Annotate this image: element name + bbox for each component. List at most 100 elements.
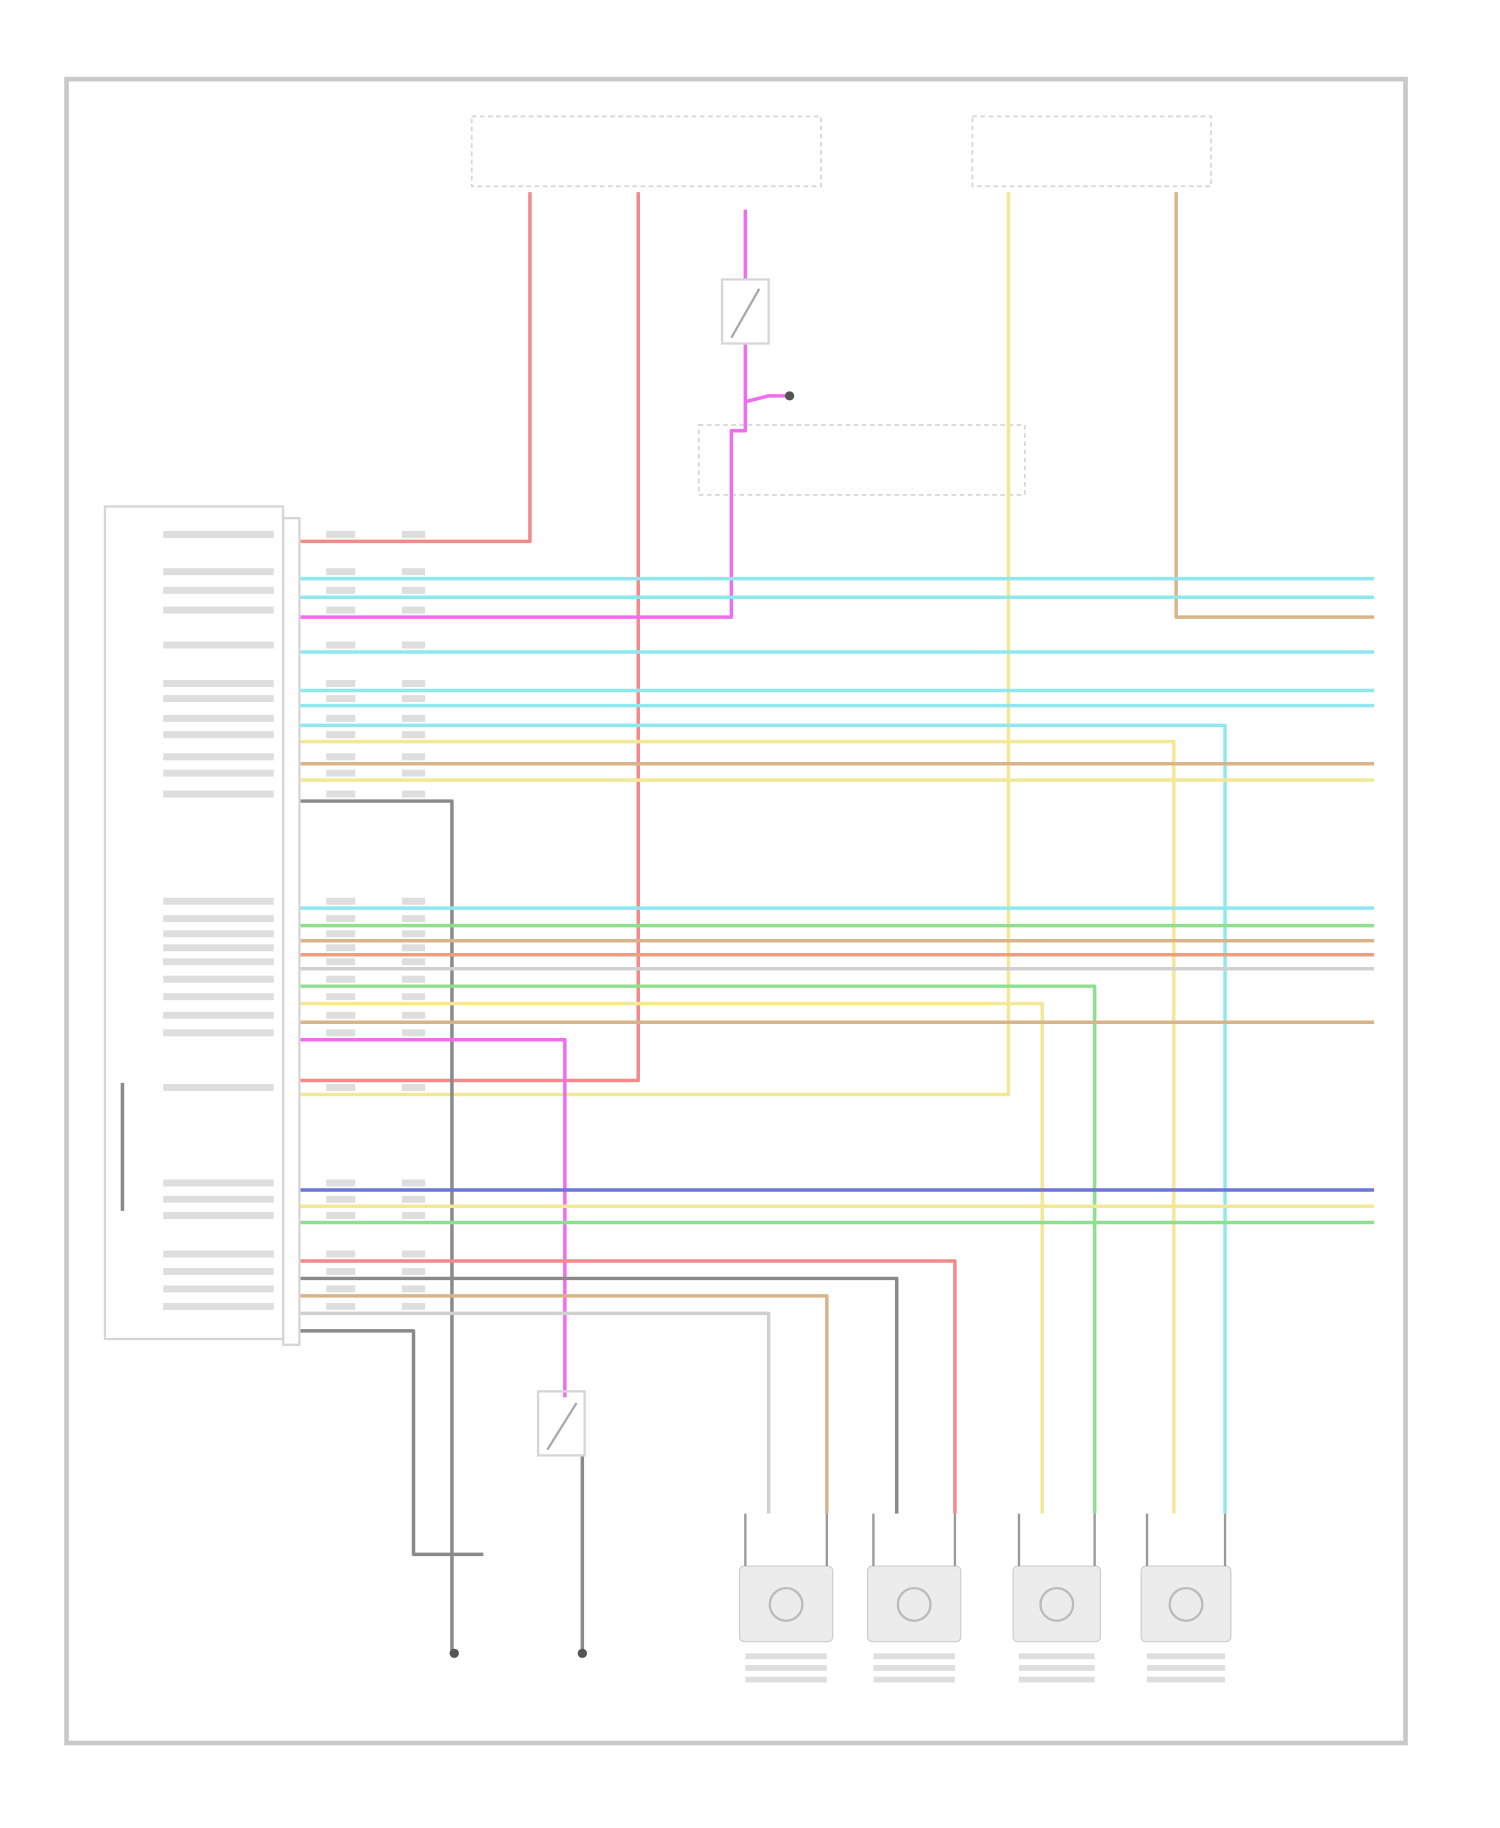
label-placeholder [163,606,274,614]
label-placeholder [326,679,356,687]
wire-green [300,984,1097,1514]
top-connector-right [971,115,1212,188]
wire-red [300,192,640,1083]
wires [120,192,1375,1654]
wheel-speed-sensor-3 [1012,1513,1102,1683]
wheel-speed-sensors [738,1513,1232,1683]
wheel-speed-sensor-1 [738,1513,834,1683]
label-placeholder [326,731,356,739]
wire-pink [744,394,790,404]
label-placeholder [401,714,426,722]
label-placeholder [401,568,426,576]
label-placeholder [401,944,426,952]
label-placeholder [401,753,426,761]
label-placeholder [163,641,274,649]
label-placeholder [401,993,426,1001]
wire-gray [300,1329,484,1557]
label-placeholder [326,1011,356,1019]
label-placeholder [401,731,426,739]
label-placeholder [401,897,426,905]
label-placeholder [326,944,356,952]
wire-tan [1174,192,1375,619]
label-placeholder [163,1267,274,1275]
ground-icon-right [577,1648,587,1659]
label-placeholder [163,731,274,739]
wire-yellow [300,192,1011,1097]
label-placeholder [401,915,426,923]
label-placeholder [401,790,426,798]
label-placeholder [401,1302,426,1310]
label-placeholder [326,1179,356,1187]
wire-red [300,192,532,544]
label-placeholder [326,1250,356,1258]
label-placeholder [401,958,426,966]
label-placeholder [401,606,426,614]
wheel-speed-sensor-4 [1140,1513,1232,1683]
top-connector-left [470,115,822,188]
brake-switch[interactable] [536,1390,586,1457]
stoplamp-switch[interactable] [720,278,770,345]
label-placeholder [163,1011,274,1019]
label-placeholder [401,1179,426,1187]
label-placeholder [401,586,426,594]
label-placeholder [401,975,426,983]
label-placeholder [401,1267,426,1275]
label-placeholder [163,568,274,576]
label-placeholder [163,790,274,798]
label-placeholder [401,695,426,703]
wire-gray [300,799,454,1654]
label-placeholder [401,1029,426,1037]
label-placeholder [163,753,274,761]
label-placeholder [163,897,274,905]
label-placeholder [163,975,274,983]
wire-lightgray [300,1311,771,1514]
label-placeholder [326,1267,356,1275]
label-placeholder [401,530,426,538]
wire-yellow [300,1001,1044,1514]
wire-cyan [300,723,1227,1514]
label-placeholder [401,1250,426,1258]
label-placeholder [326,1083,356,1091]
label-placeholder [401,641,426,649]
label-placeholder [326,975,356,983]
label-placeholder [163,944,274,952]
label-placeholder [326,586,356,594]
label-placeholder [326,958,356,966]
label-placeholder [163,993,274,1001]
label-placeholder [326,1195,356,1203]
label-placeholder [401,930,426,938]
label-placeholder [163,1179,274,1187]
label-placeholder [163,1285,274,1293]
label-placeholder [401,769,426,777]
label-placeholder [326,915,356,923]
label-placeholder [326,641,356,649]
label-placeholder [326,695,356,703]
label-placeholder [401,1011,426,1019]
label-placeholder [163,1195,274,1203]
label-placeholder [401,1212,426,1220]
label-placeholder [163,1302,274,1310]
label-placeholder [163,586,274,594]
mid-connector-box [697,424,1026,496]
wire-tan [300,1294,829,1514]
label-placeholder [401,1195,426,1203]
splice-icon [784,391,795,401]
wire-gray [300,1276,899,1514]
label-placeholder [163,915,274,923]
label-placeholder [326,530,356,538]
label-placeholder [163,1029,274,1037]
label-placeholder [326,930,356,938]
label-placeholder [163,714,274,722]
label-placeholder [401,1285,426,1293]
label-placeholder [163,958,274,966]
label-placeholder [401,679,426,687]
label-placeholder [326,1029,356,1037]
label-placeholder [401,1083,426,1091]
label-placeholder [326,993,356,1001]
label-placeholder [326,1212,356,1220]
label-placeholder [163,679,274,687]
ground-icon-left [449,1648,459,1659]
label-placeholders [163,530,426,1310]
label-placeholder [163,1250,274,1258]
